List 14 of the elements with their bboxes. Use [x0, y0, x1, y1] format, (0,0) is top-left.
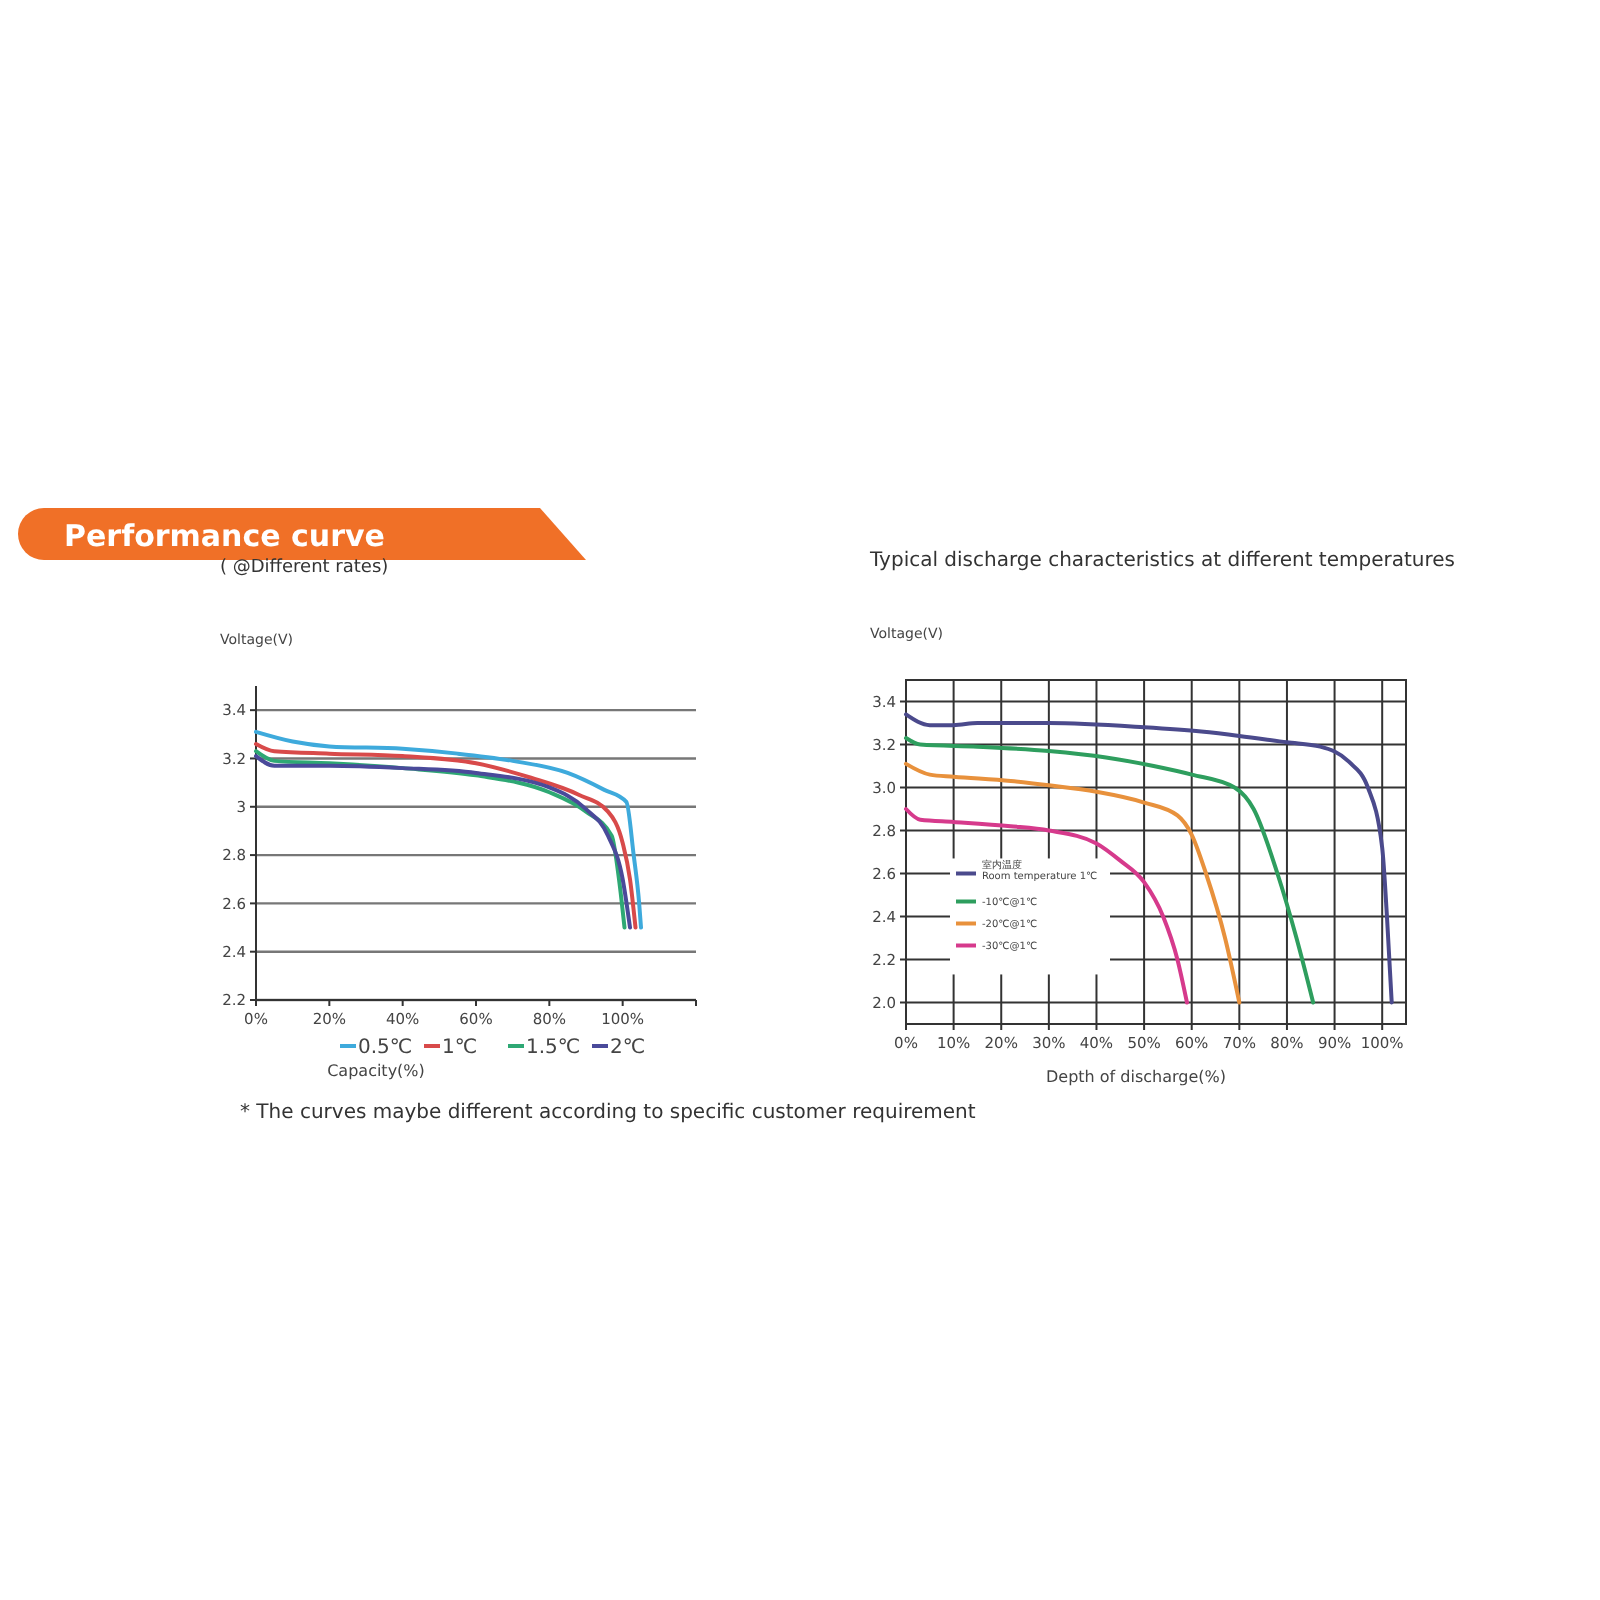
line-series: [904, 736, 1316, 1005]
legend-label: 1℃: [442, 1037, 478, 1059]
text: Performance curve: [64, 518, 385, 554]
chart-title: ( @Different rates): [220, 558, 389, 578]
legend-label: 0.5℃: [358, 1037, 413, 1059]
chart-title: Typical discharge characteristics at different temperatures: [868, 550, 1455, 572]
x-axis-title: Capacity(%): [327, 1062, 425, 1080]
text: * The curves maybe different according to specific customer requirement: [240, 1102, 976, 1124]
line-series: [904, 761, 1242, 1005]
line-series: [904, 807, 1189, 1005]
legend-label: 2℃: [610, 1037, 646, 1059]
x-axis-title: Depth of discharge(%): [1046, 1068, 1226, 1086]
line-series: [904, 712, 1394, 1005]
legend-label: 1.5℃: [526, 1037, 581, 1059]
